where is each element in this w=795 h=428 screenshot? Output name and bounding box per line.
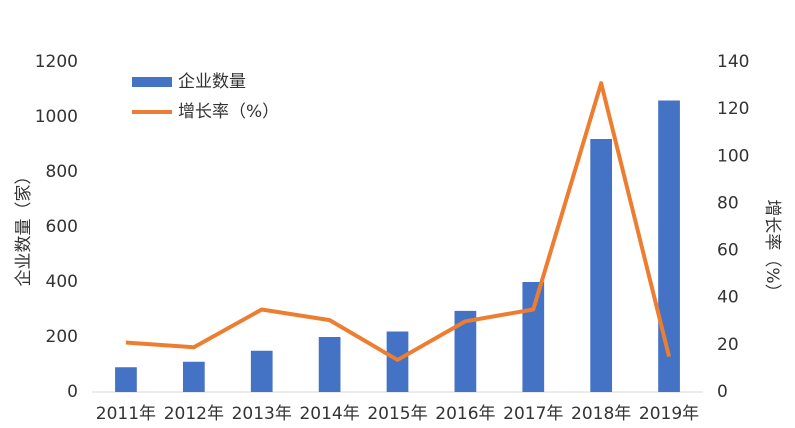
y2-tick-label: 20 xyxy=(717,335,739,355)
bar xyxy=(658,100,680,392)
bar xyxy=(454,310,477,392)
y2-tick-label: 0 xyxy=(717,382,728,402)
bar xyxy=(250,350,273,392)
y2-tick-label: 40 xyxy=(717,288,739,308)
y2-tick-label: 60 xyxy=(717,241,739,261)
y-tick-label: 800 xyxy=(46,162,78,182)
y-tick-label: 400 xyxy=(46,272,78,292)
bar xyxy=(182,361,205,392)
bar xyxy=(590,139,613,392)
y-tick-label: 600 xyxy=(46,217,78,237)
bar xyxy=(318,337,341,392)
y2-tick-label: 120 xyxy=(717,99,749,119)
x-tick-label: 2012年 xyxy=(164,404,224,424)
y2-tick-label: 80 xyxy=(717,193,739,213)
y-tick-label: 1200 xyxy=(35,52,78,72)
line xyxy=(125,81,671,362)
y-tick-label: 200 xyxy=(46,327,78,347)
bar xyxy=(115,367,137,392)
x-tick-label: 2017年 xyxy=(503,404,563,424)
x-tick-label: 2019年 xyxy=(639,404,699,424)
y2-axis-label: 增长率（%） xyxy=(762,199,782,300)
x-tick-label: 2018年 xyxy=(571,404,631,424)
y-tick-label: 0 xyxy=(67,382,78,402)
x-tick-label: 2011年 xyxy=(96,404,156,424)
x-tick-label: 2015年 xyxy=(367,404,427,424)
bar xyxy=(522,282,545,392)
y2-tick-label: 140 xyxy=(717,52,749,72)
x-tick-label: 2016年 xyxy=(435,404,495,424)
x-tick-label: 2013年 xyxy=(232,404,292,424)
legend-swatch xyxy=(132,77,172,87)
y-axis-label: 企业数量（家） xyxy=(14,168,34,287)
y2-tick-label: 100 xyxy=(717,146,749,166)
y-tick-label: 1000 xyxy=(35,107,78,127)
x-tick-label: 2014年 xyxy=(299,404,359,424)
legend-label: 增长率（%） xyxy=(178,102,279,122)
legend-label: 企业数量 xyxy=(178,72,246,92)
